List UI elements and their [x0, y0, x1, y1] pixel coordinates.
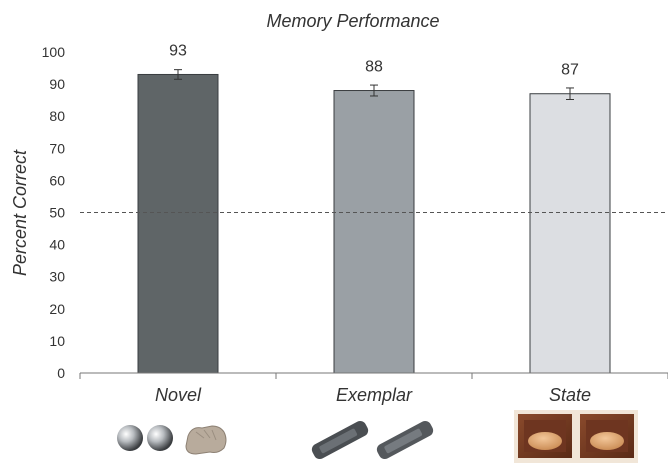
- error-bars: [174, 69, 574, 101]
- category-label-state: State: [549, 385, 591, 405]
- value-label-state: 87: [561, 62, 579, 79]
- y-tick-label: 0: [57, 365, 65, 381]
- bar-exemplar: [333, 90, 415, 374]
- y-tick-label: 70: [49, 140, 65, 156]
- box-with-bread-photo: [514, 410, 638, 463]
- y-tick-label: 50: [49, 205, 65, 221]
- category-label-exemplar: Exemplar: [336, 385, 413, 405]
- bars: [137, 73, 611, 374]
- y-tick-label: 80: [49, 108, 65, 124]
- value-labels: 93 88 87: [169, 42, 579, 78]
- error-bar-exemplar: [370, 84, 378, 97]
- category-label-novel: Novel: [155, 385, 202, 405]
- y-tick-labels: 0 10 20 30 40 50 60 70 80 90 100: [42, 44, 66, 381]
- y-tick-label: 40: [49, 237, 65, 253]
- y-tick-label: 20: [49, 301, 65, 317]
- two-remote-controls-photo: [311, 420, 434, 460]
- y-tick-label: 90: [49, 76, 65, 92]
- chart-title: Memory Performance: [266, 11, 439, 31]
- y-tick-label: 30: [49, 269, 65, 285]
- bar-state: [529, 93, 611, 374]
- y-axis-label: Percent Correct: [10, 149, 30, 276]
- y-tick-label: 10: [49, 333, 65, 349]
- x-axis-ticks: [79, 373, 668, 379]
- bar-novel: [137, 73, 219, 374]
- value-label-exemplar: 88: [365, 59, 383, 76]
- value-label-novel: 93: [169, 42, 187, 59]
- y-tick-label: 100: [42, 44, 66, 60]
- metal-balls-and-glove-photo: [117, 425, 227, 455]
- error-bar-novel: [174, 69, 182, 80]
- category-labels: Novel Exemplar State: [155, 385, 591, 405]
- error-bar-state: [566, 87, 574, 101]
- y-tick-label: 60: [49, 172, 65, 188]
